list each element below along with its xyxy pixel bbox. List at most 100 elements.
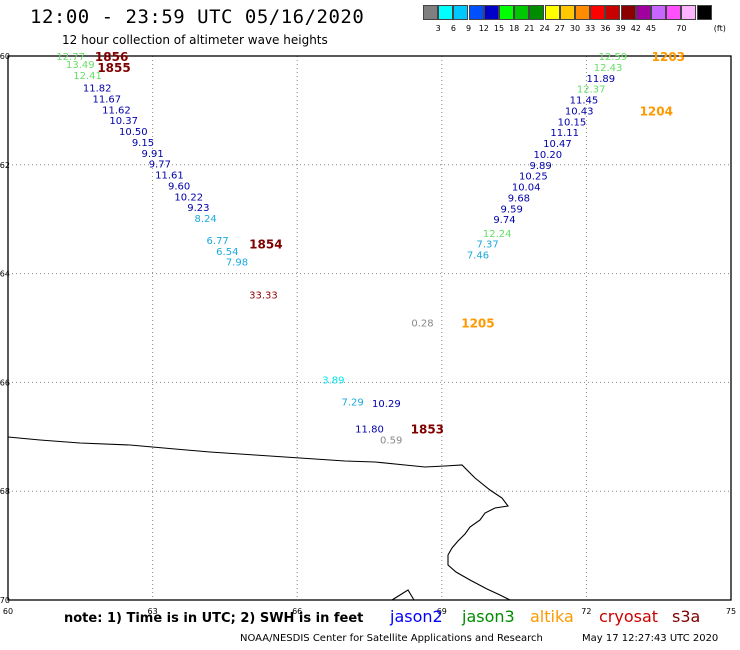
swh-value: 10.22 <box>174 192 203 203</box>
swh-value: 11.80 <box>355 425 384 436</box>
colorbar-swatch <box>468 5 484 20</box>
swh-value: 9.68 <box>508 193 530 204</box>
grid-lines <box>8 56 731 600</box>
swh-value: 10.04 <box>512 183 541 194</box>
colorbar-swatch <box>575 5 590 20</box>
swh-value: 6.77 <box>207 236 229 247</box>
swh-value: 11.82 <box>83 84 112 95</box>
legend-cryosat: cryosat <box>599 607 659 626</box>
colorbar-label: 21 <box>524 24 535 33</box>
swh-value: 10.25 <box>519 172 548 183</box>
colorbar-swatch <box>514 5 530 20</box>
colorbar-unit: (ft) <box>713 24 726 33</box>
pass-time: 1856 <box>95 50 128 64</box>
swh-value: 10.37 <box>109 116 138 127</box>
swh-value: 9.91 <box>141 149 163 160</box>
lon-tick-label: 66 <box>292 607 302 616</box>
legend-jason3: jason3 <box>462 607 515 626</box>
swh-value: 11.45 <box>570 96 599 107</box>
pass-time: 1204 <box>640 104 673 118</box>
swh-value: 12.43 <box>594 63 623 74</box>
swh-value: 11.67 <box>92 94 121 105</box>
colorbar-swatch <box>483 5 499 20</box>
colorbar-label: 27 <box>554 24 565 33</box>
colorbar-swatch <box>681 5 697 20</box>
swh-value: 11.61 <box>155 171 184 182</box>
colorbar-swatch <box>423 5 438 20</box>
swh-value: 7.37 <box>476 240 498 251</box>
colorbar-swatch <box>666 5 682 20</box>
colorbar-swatch <box>696 5 712 20</box>
swh-value: 10.47 <box>543 139 572 150</box>
swh-value: 10.43 <box>565 106 594 117</box>
lon-tick-label: 72 <box>581 607 591 616</box>
lat-tick-label: -66 <box>0 378 10 387</box>
antarctic-coastline <box>7 436 511 601</box>
pass-time: 1855 <box>97 61 130 75</box>
colorbar-swatch <box>499 5 514 20</box>
colorbar-label: 9 <box>466 24 472 33</box>
pass-time: 1203 <box>652 50 685 64</box>
colorbar-label: 15 <box>493 24 505 33</box>
colorbar-swatch <box>651 5 666 20</box>
colorbar-swatch <box>635 5 651 20</box>
colorbar-swatch <box>590 5 606 20</box>
colorbar-swatch <box>438 5 454 20</box>
colorbar-swatch <box>620 5 636 20</box>
pass-time: 1853 <box>411 423 444 437</box>
colorbar-label: 45 <box>645 24 657 33</box>
legend-jason2: jason2 <box>390 607 443 626</box>
colorbar-label: 30 <box>569 24 581 33</box>
lat-tick-label: -70 <box>0 596 10 605</box>
lon-tick-label: 60 <box>3 607 13 616</box>
colorbar-swatch <box>559 5 575 20</box>
swh-value: 12.41 <box>73 71 102 82</box>
pass-time: 1205 <box>461 317 494 331</box>
swh-value: 9.59 <box>501 204 523 215</box>
swh-value: 12.37 <box>577 85 606 96</box>
swh-value: 11.62 <box>102 105 131 116</box>
lat-tick-label: -68 <box>0 487 10 496</box>
credit-line: NOAA/NESDIS Center for Satellite Applica… <box>240 633 543 644</box>
lat-tick-label: -60 <box>0 52 10 61</box>
coastline-fragment <box>391 589 415 601</box>
swh-value: 10.50 <box>119 127 148 138</box>
colorbar-label: 39 <box>615 24 626 33</box>
colorbar-label: 18 <box>509 24 520 33</box>
swh-value: 12.59 <box>599 52 628 63</box>
colorbar-label: 3 <box>435 24 441 33</box>
lon-tick-label: 69 <box>437 607 447 616</box>
swh-value: 7.46 <box>467 251 489 262</box>
swh-value: 9.89 <box>529 161 551 172</box>
legend-altika: altika <box>530 607 574 626</box>
colorbar-label: 42 <box>630 24 641 33</box>
colorbar-label: 24 <box>539 24 550 33</box>
colorbar-label: 6 <box>450 24 456 33</box>
swh-value: 12.77 <box>56 52 85 63</box>
lat-tick-label: -62 <box>0 161 10 170</box>
lon-tick-label: 75 <box>726 607 736 616</box>
colorbar-swatch <box>605 5 621 20</box>
swh-value: 13.49 <box>66 60 95 71</box>
colorbar-swatch <box>544 5 560 20</box>
page-subtitle: 12 hour collection of altimeter wave hei… <box>62 33 328 47</box>
swh-value: 3.89 <box>322 376 344 387</box>
swh-value: 7.98 <box>226 258 248 269</box>
page-title: 12:00 - 23:59 UTC 05/16/2020 <box>30 6 365 28</box>
colorbar-label: 12 <box>478 24 489 33</box>
lat-tick-label: -64 <box>0 270 10 279</box>
coastline <box>7 436 511 601</box>
swh-value: 8.24 <box>194 214 216 225</box>
swh-value: 10.15 <box>558 117 587 128</box>
colorbar-label: 36 <box>600 24 611 33</box>
axis-ticks: -60 -62 -64 -66 -68 -70 60 63 66 69 72 75 <box>0 52 736 616</box>
legend-s3a: s3a <box>672 607 701 626</box>
map-frame <box>7 55 732 601</box>
colorbar-swatch <box>453 5 469 20</box>
swh-value: 10.29 <box>372 399 401 410</box>
swh-value: 0.28 <box>411 319 433 330</box>
swh-value: 12.24 <box>483 229 512 240</box>
swh-value: 11.89 <box>587 74 616 85</box>
